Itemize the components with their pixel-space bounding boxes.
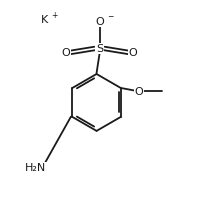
Text: K: K <box>41 15 48 25</box>
Text: O: O <box>134 86 143 96</box>
Text: O: O <box>95 17 104 27</box>
Text: −: − <box>107 12 114 21</box>
Text: O: O <box>129 48 137 58</box>
Text: S: S <box>96 44 103 54</box>
Text: +: + <box>52 11 58 20</box>
Text: O: O <box>62 48 70 58</box>
Text: H₂N: H₂N <box>25 162 46 172</box>
